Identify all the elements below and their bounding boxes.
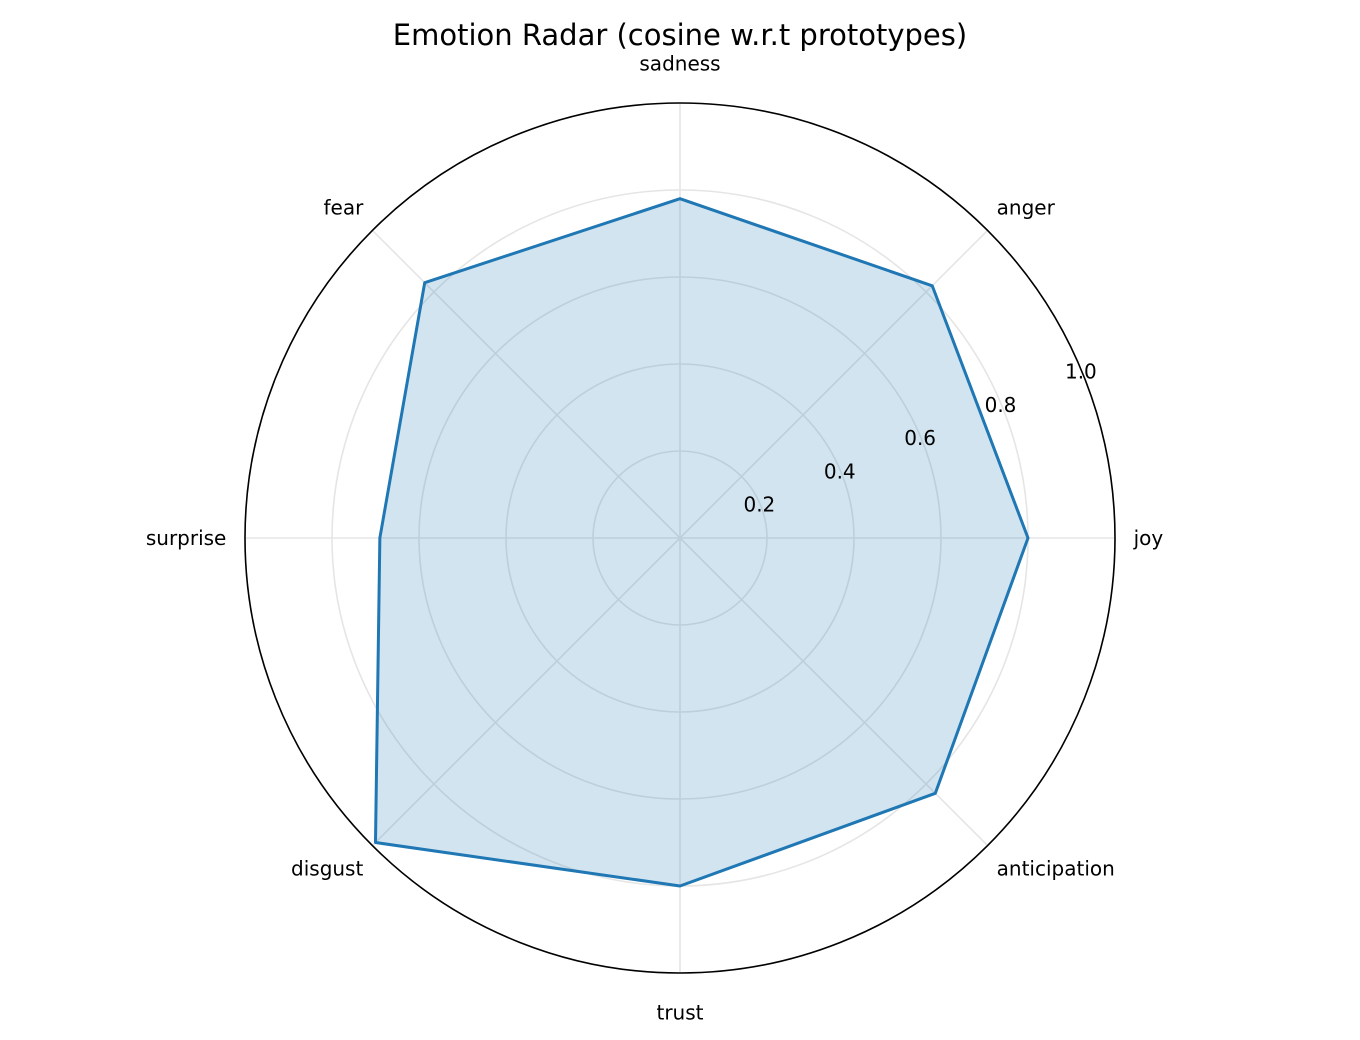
- axis-label-surprise: surprise: [146, 526, 227, 550]
- axis-label-trust: trust: [656, 1001, 703, 1025]
- axis-label-joy: joy: [1133, 526, 1164, 550]
- series-line: [373, 197, 1030, 888]
- spoke-disgust: [371, 537, 681, 847]
- axis-label-fear: fear: [324, 195, 365, 219]
- r-tick-label-2: 0.4: [824, 459, 856, 483]
- chart-title: Emotion Radar (cosine w.r.t prototypes): [392, 18, 968, 52]
- r-tick-label-5: 1.0: [1065, 360, 1097, 384]
- r-tick-label-4: 0.8: [985, 393, 1017, 417]
- axis-label-anticipation: anticipation: [997, 857, 1115, 881]
- axis-label-disgust: disgust: [291, 857, 363, 881]
- axis-label-anger: anger: [997, 195, 1056, 219]
- r-tick-label-3: 0.6: [904, 426, 936, 450]
- spoke-anger: [679, 229, 989, 539]
- r-tick-label-1: 0.2: [743, 493, 775, 517]
- polar-spine: [244, 102, 1116, 974]
- series-fill: [375, 198, 1028, 886]
- axis-label-sadness: sadness: [639, 51, 720, 75]
